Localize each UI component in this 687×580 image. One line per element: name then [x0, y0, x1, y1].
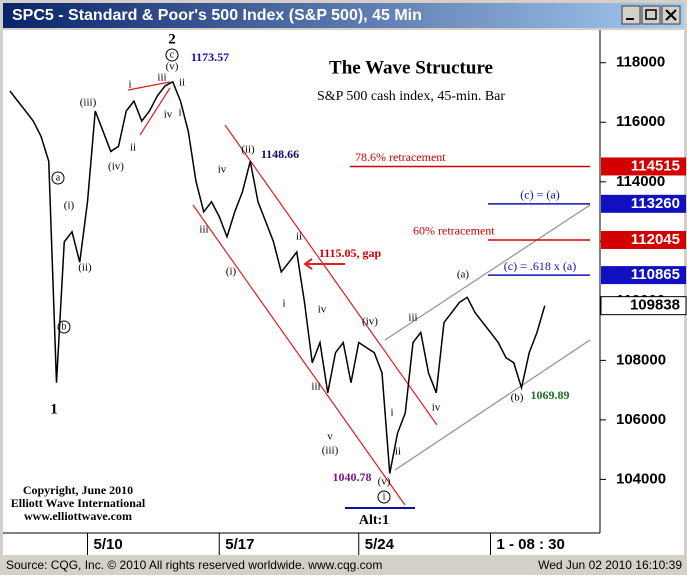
wave-label: iv [164, 109, 173, 121]
wave-label: 1 [50, 401, 58, 417]
last-box [600, 296, 687, 316]
level-name: (c) = .618 x (a) [504, 259, 576, 273]
y-tick-label: 118000 [616, 54, 665, 71]
y-tick-label: 114000 [616, 173, 665, 190]
wave-label: iii [157, 72, 166, 84]
wave-line [139, 87, 171, 136]
wave-label: i [383, 491, 386, 502]
wave-label: v [327, 431, 333, 443]
wave-label: iii [199, 224, 208, 236]
maximize-icon [645, 9, 657, 20]
minimize-button[interactable] [621, 5, 641, 25]
y-tick-label: 104000 [616, 470, 666, 487]
level-box [601, 266, 686, 285]
wave-label: (b) [511, 392, 524, 404]
wave-label: 1148.66 [261, 147, 299, 161]
level-box [601, 157, 686, 176]
channel-line [394, 339, 591, 471]
wave-label: (v) [378, 476, 391, 488]
status-time: Wed Jun 02 2010 16:10:39 [538, 558, 682, 572]
copyright: Copyright, June 2010 [23, 483, 133, 497]
wave-label: ii [179, 77, 185, 89]
copyright: Elliott Wave International [11, 496, 146, 510]
level-value: 112045 [631, 231, 680, 248]
wave-label: Alt:1 [359, 513, 389, 528]
wave-label: i [282, 298, 285, 310]
wave-label: iv [432, 402, 441, 414]
status-bar [3, 557, 684, 573]
level-value: 114515 [631, 157, 680, 174]
wave-circle [51, 171, 65, 185]
wave-label: i [178, 107, 181, 119]
wave-circle [377, 490, 391, 504]
price-line [9, 80, 546, 474]
wave-label: 1115.05, gap [319, 246, 382, 260]
level-box [601, 194, 686, 213]
wave-label: (iii) [80, 97, 97, 109]
status-source: Source: CQG, Inc. © 2010 All rights rese… [6, 558, 382, 572]
wave-label: (i) [226, 266, 237, 278]
x-tick-label: 5/24 [365, 536, 395, 553]
chart-subtitle: S&P 500 cash index, 45-min. Bar [317, 89, 505, 104]
wave-label: a [56, 172, 61, 183]
maximize-button[interactable] [641, 5, 661, 25]
window-buttons[interactable] [621, 5, 681, 25]
y-tick-label: 108000 [616, 351, 666, 368]
window-title: SPC5 - Standard & Poor's 500 Index (S&P … [12, 7, 422, 24]
wave-label: ii [130, 142, 136, 154]
channels [127, 81, 591, 509]
wave-circle [57, 320, 71, 334]
x-tick-label: 1 - 08 : 30 [497, 536, 565, 553]
level-value: 110865 [631, 266, 680, 283]
wave-label: ii [296, 231, 302, 243]
wave-label: (a) [457, 269, 470, 281]
wave-label: 1173.57 [191, 50, 229, 64]
channel-line [384, 204, 591, 341]
wave-circle [165, 48, 179, 62]
wave-line [127, 81, 171, 91]
title-bar [3, 3, 684, 28]
chart-title: The Wave Structure [329, 57, 493, 78]
wave-label: (ii) [78, 262, 92, 274]
wave-label: 2 [168, 31, 176, 47]
x-tick-label: 5/17 [225, 536, 254, 553]
wave-label: i [128, 79, 131, 91]
wave-label: (iv) [108, 161, 124, 173]
wave-label: iii [311, 381, 320, 393]
x-tick-label: 5/10 [94, 536, 123, 553]
wave-label: (iv) [362, 316, 378, 328]
level-name: 60% retracement [413, 224, 495, 238]
wave-label: (i) [64, 200, 75, 212]
level-box [601, 230, 686, 249]
wave-label: iii [408, 312, 417, 324]
channel-line [192, 204, 406, 506]
gap-arrow [303, 258, 345, 270]
wave-label: (ii) [241, 144, 255, 156]
copyright: www.elliottwave.com [24, 509, 132, 523]
channel-line [224, 124, 438, 426]
y-tick-label: 106000 [616, 411, 666, 428]
wave-label: 1069.89 [531, 388, 570, 402]
wave-label: ii [395, 446, 401, 458]
wave-label: iv [218, 164, 227, 176]
wave-label: (iii) [322, 445, 339, 457]
wave-label: b [62, 321, 67, 332]
wave-label: i [390, 407, 393, 419]
wave-label: iv [318, 304, 327, 316]
close-icon [665, 9, 677, 21]
wave-label: 1040.78 [333, 470, 372, 484]
level-name: 78.6% retracement [355, 150, 446, 164]
level-name: (c) = (a) [520, 188, 559, 202]
wave-label: (v) [166, 61, 179, 73]
y-tick-label: 116000 [616, 113, 665, 130]
last-value: 109838 [630, 297, 680, 314]
level-value: 113260 [631, 195, 680, 212]
wave-label: c [170, 49, 175, 60]
